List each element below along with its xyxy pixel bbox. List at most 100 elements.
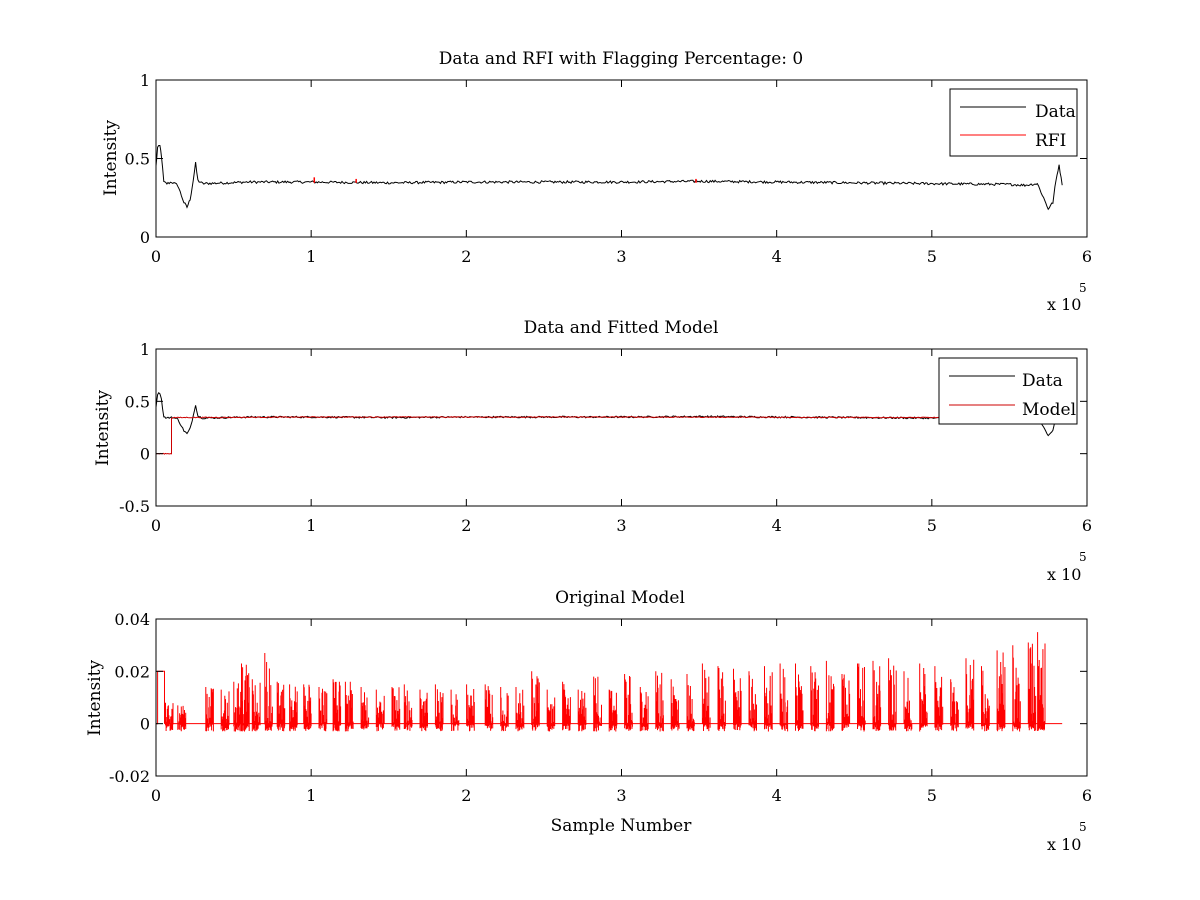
panel-2-xtick-label-3: 3 [616, 516, 626, 535]
panel-2-axes: 0 1 2 3 4 5 6-0.500.51 [119, 340, 1092, 535]
panel-3-burst-55 [996, 650, 1006, 732]
panel-2-legend: Data Model [938, 357, 1078, 425]
panel-2: Data and Fitted Model Intensity 0 1 2 3 4 5 6 -… [93, 318, 1092, 584]
panel-3-x-multiplier: x 10 [1047, 835, 1081, 854]
panel-2-title: Data and Fitted Model [524, 318, 719, 338]
panel-3-xtick-label-0: 0 [151, 786, 161, 805]
panel-1-series-data-line [156, 145, 1063, 211]
panel-3-plot-area [156, 619, 1087, 776]
panel-3-burst-9 [289, 684, 298, 732]
panel-3-burst-0 [165, 702, 174, 731]
panel-3-burst-39 [748, 671, 757, 732]
panel-2-xtick-label-4: 4 [772, 516, 782, 535]
panel-3-xtick-label-6: 6 [1082, 786, 1092, 805]
panel-1-xtick-label-3: 3 [616, 247, 626, 266]
panel-3-title: Original Model [555, 588, 685, 608]
panel-1-ytick-label-1: 0.5 [125, 150, 150, 169]
panel-3-burst-40 [764, 666, 773, 732]
panel-3: Original Model Intensity 0 1 2 3 4 5 6-0.0200.… [85, 588, 1092, 854]
panel-3-burst-29 [593, 676, 602, 732]
panel-1-series-group [156, 145, 1063, 211]
panel-1-xtick-label-0: 0 [151, 247, 161, 266]
panel-3-burst-8 [276, 681, 286, 732]
panel-3-burst-35 [686, 674, 695, 732]
panel-3-burst-20 [450, 689, 460, 731]
panel-3-burst-56 [1012, 645, 1021, 732]
panel-1-xtick-label-4: 4 [772, 247, 782, 266]
panel-1-xtick-label-6: 6 [1082, 247, 1092, 266]
panel-1-ytick-label-0: 0 [140, 228, 150, 247]
panel-2-ytick-label-2: 0.5 [125, 392, 150, 411]
panel-3-burst-33 [655, 671, 664, 732]
panel-1-legend-label-rfi: RFI [1035, 131, 1066, 151]
panel-3-ytick-label-3: 0.04 [114, 610, 150, 629]
panel-3-burst-37 [717, 666, 726, 732]
panel-3-burst-3 [220, 689, 230, 732]
panel-2-x-multiplier-exponent: 5 [1079, 550, 1087, 564]
panel-3-burst-17 [403, 684, 413, 731]
panel-2-series-model-line [156, 416, 1063, 455]
panel-3-series-group [156, 632, 1063, 732]
panel-1-xtick-label-5: 5 [927, 247, 937, 266]
panel-2-xtick-label-0: 0 [151, 516, 161, 535]
panel-3-burst-34 [670, 679, 680, 731]
panel-3-burst-53 [965, 658, 975, 731]
panel-3-burst-28 [577, 689, 587, 732]
panel-3-burst-10 [303, 684, 312, 731]
panel-3-xtick-label-4: 4 [772, 786, 782, 805]
panel-2-xtick-label-6: 6 [1082, 516, 1092, 535]
panel-2-ytick-label-0: -0.5 [119, 497, 150, 516]
panel-3-x-multiplier-exponent: 5 [1079, 820, 1087, 834]
panel-3-burst-46 [857, 663, 866, 732]
panel-3-burst-48 [888, 658, 897, 731]
panel-3-burst-24 [515, 687, 525, 732]
panel-3-burst-6 [251, 679, 261, 732]
panel-3-burst-7 [264, 653, 273, 731]
panel-3-xtick-label-3: 3 [616, 786, 626, 805]
panel-3-plot-background [156, 619, 1087, 776]
panel-3-burst-54 [981, 666, 990, 732]
panel-3-burst-51 [934, 666, 944, 732]
panel-3-burst-19 [434, 684, 444, 732]
panel-2-plot-area [156, 349, 1087, 506]
panel-2-legend-box [938, 357, 1078, 425]
panel-3-burst-15 [375, 689, 385, 732]
panel-2-legend-label-data: Data [1022, 371, 1063, 391]
panel-2-xtick-label-5: 5 [927, 516, 937, 535]
panel-2-xtick-label-1: 1 [306, 516, 316, 535]
panel-3-burst-12 [332, 679, 342, 732]
panel-1-axes: 0 1 2 3 4 5 6 0 0.5 1 [125, 71, 1093, 266]
panel-3-burst-45 [841, 674, 851, 731]
panel-3-ylabel: Intensity [85, 660, 105, 736]
panel-3-burst-49 [903, 671, 913, 732]
panel-3-burst-21 [466, 684, 475, 732]
panel-1: Data and RFI with Flagging Percentage: 0… [101, 49, 1092, 314]
panel-3-burst-50 [919, 663, 928, 732]
panel-1-xtick-label-1: 1 [306, 247, 316, 266]
panel-2-xtick-label-2: 2 [461, 516, 471, 535]
panel-1-ytick-label-2: 1 [140, 71, 150, 90]
panel-3-ytick-label-2: 0.02 [114, 662, 150, 681]
panel-3-burst-36 [701, 663, 711, 732]
panel-3-ytick-label-0: -0.02 [109, 767, 150, 786]
panel-3-xtick-label-1: 1 [306, 786, 316, 805]
panel-2-series-group [156, 392, 1063, 455]
panel-3-burst-52 [950, 679, 959, 732]
panel-3-burst-43 [810, 666, 819, 732]
panel-2-ytick-label-3: 1 [140, 340, 150, 359]
panel-3-burst-30 [608, 689, 618, 732]
panel-3-burst-5 [241, 663, 250, 732]
panel-1-legend-label-data: Data [1035, 102, 1076, 122]
panel-1-xtick-label-2: 2 [461, 247, 471, 266]
panel-3-burst-14 [360, 687, 370, 730]
panel-1-x-multiplier: x 10 [1047, 295, 1081, 314]
panel-3-burst-11 [318, 687, 328, 732]
panel-3-burst-57 [1027, 642, 1037, 731]
panel-1-plot-area [156, 80, 1087, 237]
panel-1-x-multiplier-exponent: 5 [1079, 281, 1087, 295]
panel-1-legend-box [949, 88, 1078, 157]
panel-1-plot-background [156, 80, 1087, 237]
panel-2-x-multiplier: x 10 [1047, 565, 1081, 584]
panel-3-burst-32 [639, 687, 649, 732]
